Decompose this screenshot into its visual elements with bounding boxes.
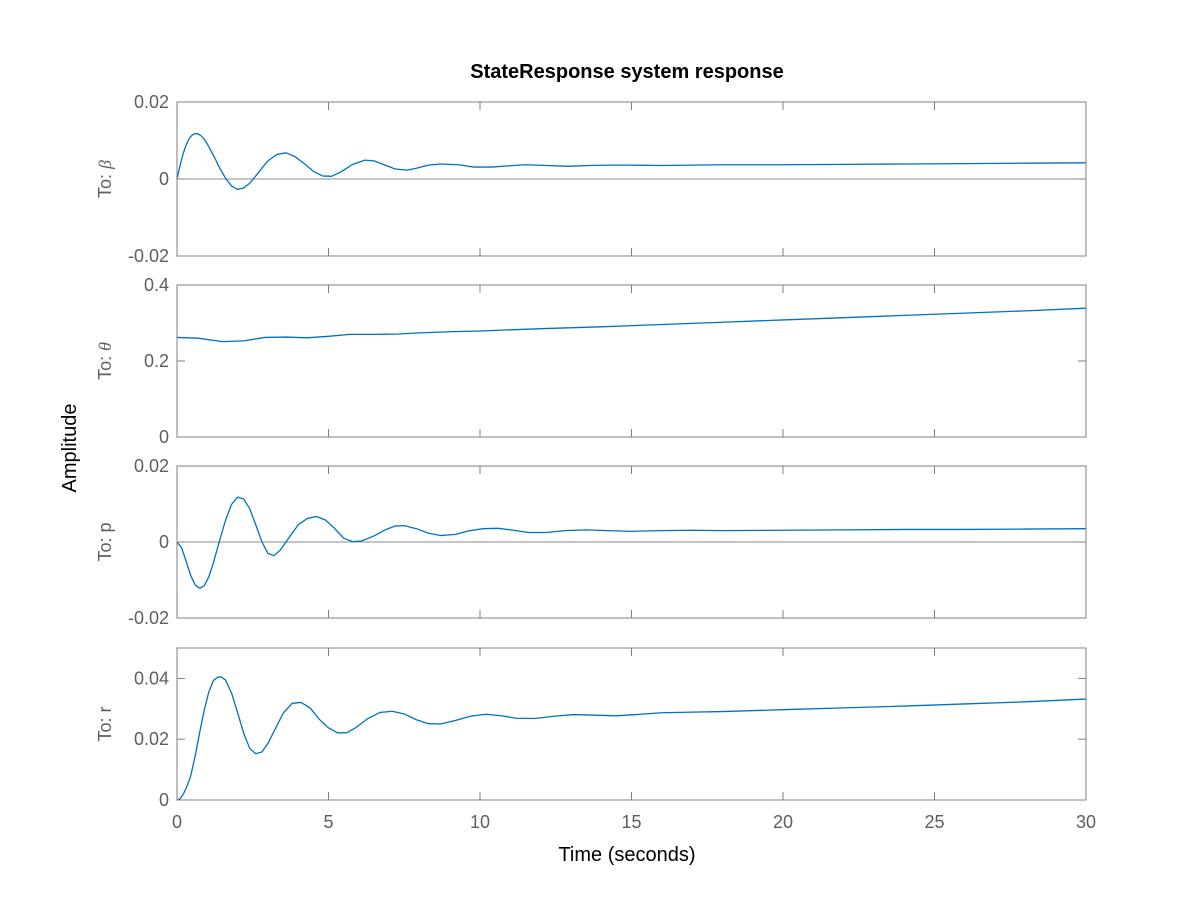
y-tick-label: 0.02 — [134, 729, 169, 749]
ylabel-symbol: r — [95, 706, 115, 712]
subplot-ylabel: To: θ — [95, 342, 115, 380]
ylabel-symbol: p — [95, 522, 115, 532]
ylabel-prefix: To: — [95, 533, 115, 562]
ylabel-symbol: θ — [95, 342, 115, 351]
x-tick-label: 5 — [323, 812, 333, 832]
time-axis-label: Time (seconds) — [558, 844, 695, 866]
y-tick-label: 0 — [159, 427, 169, 447]
response-line — [176, 132, 1087, 191]
subplot-4: 0 0.02 0.04 0 5 10 15 20 25 30 To: r — [95, 647, 1096, 832]
subplot-2: 0 0.2 0.4 To: θ — [95, 275, 1087, 447]
ylabel-prefix: To: — [95, 712, 115, 741]
subplots-group: -0.02 0 0.02 To: β 0 0.2 0.4 To: θ -0.02 0 0.02 To:… — [95, 92, 1096, 832]
y-tick-label: 0.02 — [134, 92, 169, 112]
y-tick-label: 0.4 — [144, 275, 169, 295]
ylabel-prefix: To: — [95, 351, 115, 380]
response-line — [176, 496, 1087, 590]
response-line — [176, 307, 1087, 343]
response-line — [176, 676, 1087, 801]
chart-title: StateResponse system response — [470, 61, 783, 83]
y-tick-label: 0 — [159, 532, 169, 552]
plot-area — [177, 285, 1086, 437]
x-tick-label: 0 — [172, 812, 182, 832]
ylabel-prefix: To: — [95, 169, 115, 198]
subplot-ylabel: To: β — [95, 160, 115, 198]
y-tick-label: 0 — [159, 169, 169, 189]
subplot-ylabel: To: r — [95, 706, 115, 741]
y-tick-label: 0.02 — [134, 456, 169, 476]
y-tick-label: 0 — [159, 790, 169, 810]
y-tick-label: -0.02 — [128, 608, 169, 628]
x-tick-label: 10 — [470, 812, 490, 832]
amplitude-axis-label: Amplitude — [59, 404, 81, 493]
plot-frame — [176, 284, 1087, 438]
subplot-ylabel: To: p — [95, 522, 115, 561]
x-tick-label: 20 — [773, 812, 793, 832]
ylabel-symbol: β — [95, 160, 115, 170]
plot-frame — [176, 101, 1087, 257]
x-tick-label: 15 — [621, 812, 641, 832]
x-tick-label: 30 — [1076, 812, 1096, 832]
x-tick-label: 25 — [924, 812, 944, 832]
y-tick-label: -0.02 — [128, 246, 169, 266]
y-tick-label: 0.2 — [144, 351, 169, 371]
plot-frame — [176, 465, 1087, 619]
subplot-1: -0.02 0 0.02 To: β — [95, 92, 1087, 266]
plot-frame — [176, 647, 1087, 801]
plot-area — [177, 648, 1086, 800]
y-tick-label: 0.04 — [134, 668, 169, 688]
subplot-3: -0.02 0 0.02 To: p — [95, 456, 1087, 628]
